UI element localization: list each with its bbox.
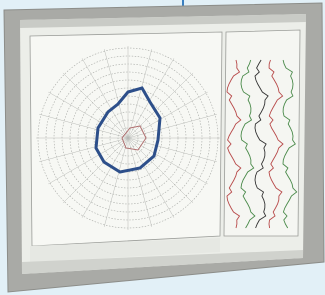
- page: (() => { const svg = document.getElement…: [0, 0, 325, 295]
- waveform-panel: [224, 30, 300, 236]
- radar-chart: [36, 46, 220, 230]
- monitor-photo: [0, 0, 325, 295]
